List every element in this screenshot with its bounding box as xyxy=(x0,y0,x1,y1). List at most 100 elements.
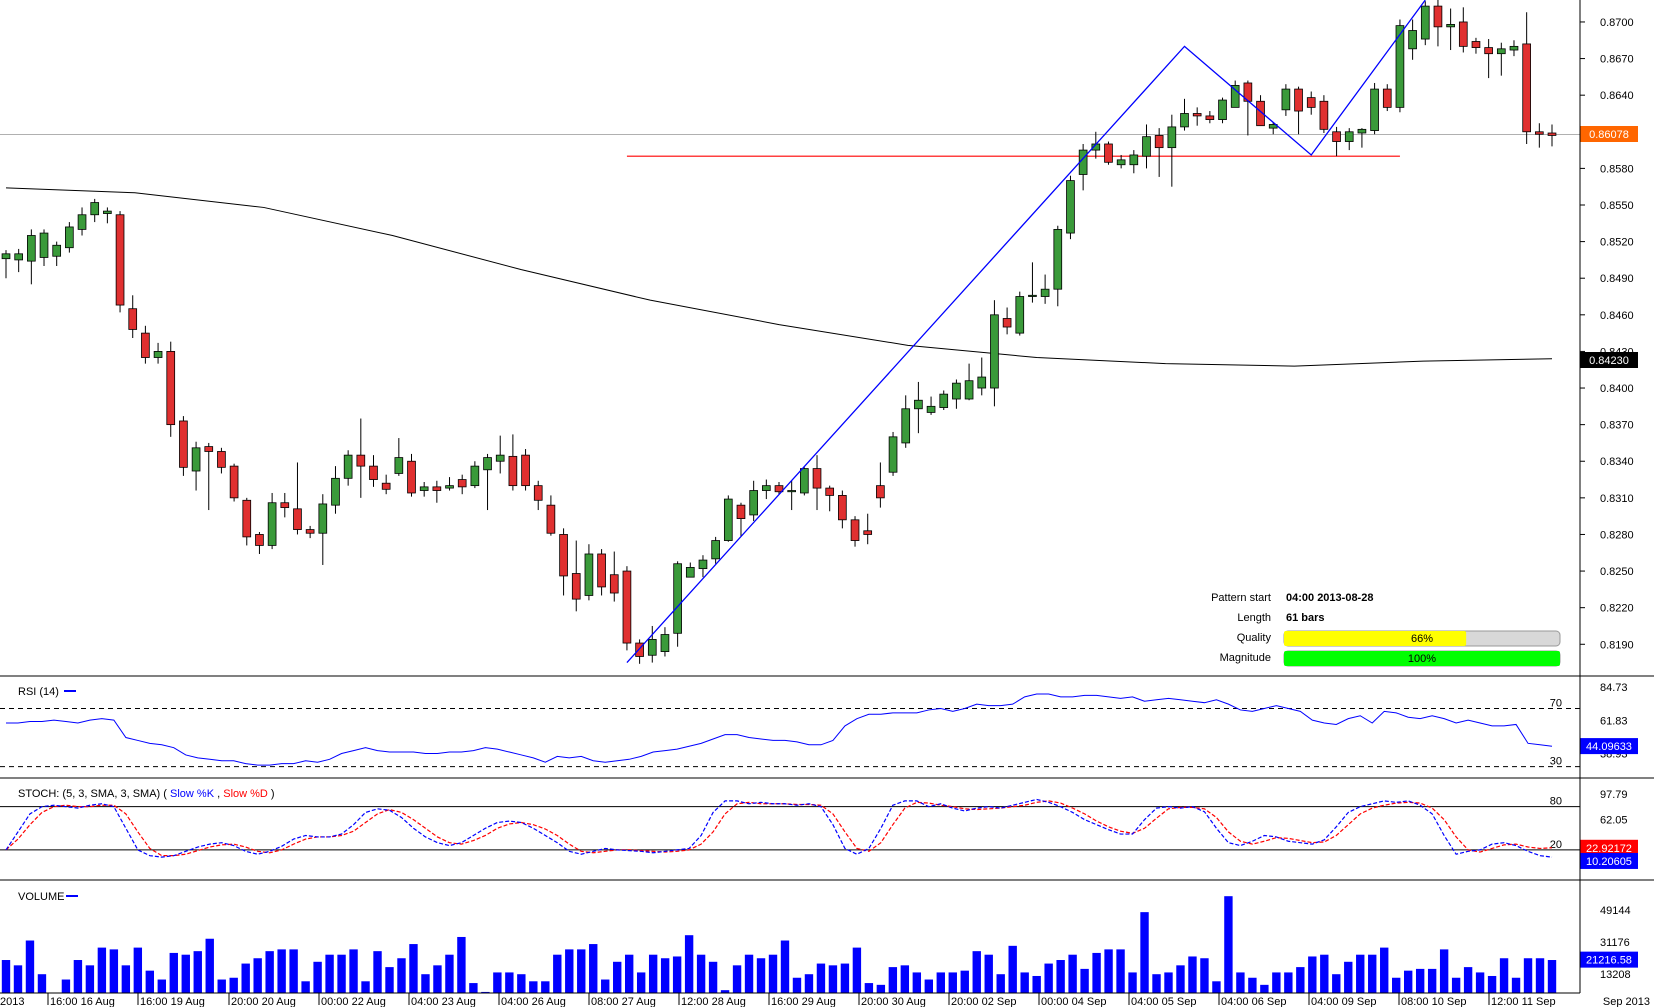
length-label: Length xyxy=(1237,612,1271,624)
candle-body xyxy=(204,446,214,452)
candle xyxy=(1,250,11,279)
candle xyxy=(800,467,809,496)
stochastic-panel: STOCH: (5, 3, SMA, 3, SMA) ( Slow %K , S… xyxy=(0,788,1638,869)
candle xyxy=(774,481,784,495)
candle xyxy=(1066,175,1075,240)
volume-bar xyxy=(708,961,718,993)
volume-bar xyxy=(589,944,598,993)
volume-bar xyxy=(37,974,47,993)
candle-body xyxy=(571,573,581,600)
volume-bar xyxy=(840,963,850,993)
candle-body xyxy=(1370,88,1379,131)
volume-bar xyxy=(1104,949,1113,993)
price-axis-label: 0.8190 xyxy=(1600,639,1634,651)
volume-bar xyxy=(1344,961,1353,993)
candle-body xyxy=(483,457,492,471)
volume-bar xyxy=(1044,963,1053,993)
candle-body xyxy=(825,487,835,496)
candle-body xyxy=(1471,41,1481,48)
stoch-axis-label: 62.05 xyxy=(1600,815,1628,827)
candle-body xyxy=(761,485,771,491)
candle-body xyxy=(1408,30,1417,50)
candle xyxy=(825,485,835,512)
volume-bar xyxy=(325,954,334,993)
candle-body xyxy=(27,235,36,262)
candle-body xyxy=(77,214,87,230)
volume-bar xyxy=(1320,954,1329,993)
candle-body xyxy=(1332,131,1341,142)
stoch-k-value-tag xyxy=(1580,852,1638,869)
volume-bar xyxy=(1260,984,1269,993)
candle-body xyxy=(1319,100,1329,130)
candle xyxy=(1458,7,1468,53)
candle xyxy=(1192,107,1202,126)
candle xyxy=(293,462,302,535)
stoch-d-value-tag xyxy=(1580,839,1638,856)
candle-body xyxy=(584,553,594,596)
volume-bar xyxy=(816,963,826,993)
price-axis-label: 0.8370 xyxy=(1600,420,1634,432)
ma-price-value: 0.84230 xyxy=(1589,355,1629,367)
candle xyxy=(926,396,936,415)
candle-body xyxy=(90,202,100,216)
candle-body xyxy=(369,465,378,480)
volume-bar xyxy=(97,947,107,993)
candle xyxy=(179,416,188,476)
volume-bar xyxy=(852,947,862,993)
volume-bar xyxy=(1392,977,1401,993)
candle-body xyxy=(1129,154,1139,166)
volume-bar xyxy=(1116,949,1125,993)
volume-bar xyxy=(157,979,166,993)
volume-bar xyxy=(996,974,1005,993)
candle-body xyxy=(926,405,936,413)
candle-body xyxy=(711,540,720,560)
candle xyxy=(1116,154,1126,169)
rsi-line xyxy=(6,693,1553,766)
candle xyxy=(1496,42,1506,76)
candle xyxy=(1357,128,1367,148)
candle xyxy=(888,431,898,476)
time-axis-label: 20:00 20 Aug xyxy=(231,996,296,1007)
time-axis-label: 12:00 28 Aug xyxy=(681,996,746,1007)
candle-body xyxy=(495,454,505,462)
volume-bar xyxy=(1008,945,1017,993)
volume-bar xyxy=(289,949,298,993)
volume-bar xyxy=(720,990,730,993)
volume-bar xyxy=(613,961,622,993)
volume-bar xyxy=(936,972,945,993)
candle xyxy=(952,379,961,409)
candle-body xyxy=(1344,131,1354,142)
volume-bar xyxy=(73,960,83,993)
volume-bar xyxy=(133,947,143,993)
volume-bar xyxy=(1224,896,1233,993)
volume-bar xyxy=(672,956,682,993)
candle xyxy=(559,528,568,596)
time-axis-label: 08:00 10 Sep xyxy=(1401,996,1466,1007)
candle xyxy=(812,455,822,511)
volume-bar xyxy=(1092,952,1101,993)
candle-body xyxy=(901,408,911,444)
candle xyxy=(381,474,391,495)
time-axis-label: 04:00 26 Aug xyxy=(501,996,566,1007)
current-price-value: 0.86078 xyxy=(1589,129,1629,141)
price-axis-label: 0.8640 xyxy=(1600,90,1634,102)
volume-bar xyxy=(1032,975,1041,993)
volume-bar xyxy=(972,951,981,993)
volume-bar xyxy=(241,963,250,993)
candle-body xyxy=(115,214,125,306)
volume-bars xyxy=(1,896,1557,993)
price-axis-label: 0.8340 xyxy=(1600,456,1634,468)
candle xyxy=(407,453,416,497)
volume-bar xyxy=(217,979,226,993)
magnitude-value: 100% xyxy=(1408,653,1436,665)
rsi-axis-label: 84.73 xyxy=(1600,682,1628,694)
candle-body xyxy=(280,502,290,509)
candle-body xyxy=(445,485,454,489)
candle xyxy=(1370,82,1379,135)
candle xyxy=(838,490,847,529)
length-value: 61 bars xyxy=(1286,612,1325,624)
candle-body xyxy=(914,399,923,410)
candle xyxy=(90,198,100,223)
candle-body xyxy=(1534,131,1544,135)
